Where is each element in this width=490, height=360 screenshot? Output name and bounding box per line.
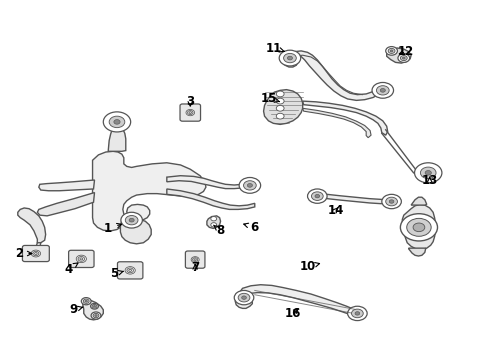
Polygon shape	[303, 108, 371, 138]
Circle shape	[288, 56, 293, 60]
Text: 3: 3	[186, 95, 195, 108]
Circle shape	[413, 223, 425, 231]
Polygon shape	[83, 298, 103, 320]
Circle shape	[92, 305, 97, 308]
Polygon shape	[93, 151, 206, 231]
Circle shape	[308, 189, 327, 203]
Text: 1: 1	[104, 222, 122, 235]
Circle shape	[400, 214, 438, 241]
Circle shape	[247, 184, 252, 187]
Polygon shape	[316, 194, 391, 204]
Polygon shape	[167, 176, 250, 189]
FancyBboxPatch shape	[69, 250, 94, 267]
Polygon shape	[387, 48, 411, 63]
Polygon shape	[39, 180, 95, 191]
Circle shape	[372, 82, 393, 98]
Polygon shape	[207, 216, 220, 228]
Circle shape	[238, 293, 250, 302]
Text: 10: 10	[299, 260, 319, 273]
Text: 13: 13	[421, 174, 438, 187]
Circle shape	[129, 218, 134, 222]
Circle shape	[276, 98, 284, 104]
Polygon shape	[235, 285, 361, 316]
Circle shape	[211, 217, 217, 221]
Circle shape	[83, 299, 89, 303]
Polygon shape	[283, 51, 386, 100]
Polygon shape	[37, 193, 95, 216]
Circle shape	[95, 315, 97, 316]
Circle shape	[390, 50, 393, 52]
Circle shape	[407, 219, 431, 236]
Circle shape	[103, 112, 131, 132]
Text: 6: 6	[244, 221, 259, 234]
Circle shape	[386, 197, 397, 206]
Text: 12: 12	[398, 45, 415, 58]
Text: 8: 8	[214, 224, 225, 238]
Text: 16: 16	[285, 307, 301, 320]
Circle shape	[400, 55, 407, 60]
Circle shape	[398, 54, 410, 62]
Circle shape	[376, 86, 389, 95]
Circle shape	[244, 181, 256, 190]
Polygon shape	[409, 248, 426, 256]
Circle shape	[121, 212, 143, 228]
Circle shape	[284, 53, 296, 63]
Circle shape	[109, 116, 125, 128]
Circle shape	[114, 120, 120, 124]
Polygon shape	[18, 208, 46, 243]
Circle shape	[242, 296, 246, 300]
Circle shape	[355, 312, 360, 315]
Circle shape	[276, 105, 284, 111]
Text: 4: 4	[64, 263, 78, 276]
Circle shape	[415, 163, 442, 183]
FancyBboxPatch shape	[180, 104, 200, 121]
Polygon shape	[167, 189, 255, 210]
Circle shape	[382, 194, 401, 209]
FancyBboxPatch shape	[23, 246, 49, 262]
Text: 5: 5	[110, 267, 123, 280]
Circle shape	[347, 306, 367, 320]
Text: 14: 14	[327, 204, 343, 217]
Circle shape	[276, 113, 284, 119]
Circle shape	[234, 291, 254, 305]
Circle shape	[315, 194, 319, 198]
Polygon shape	[402, 204, 436, 249]
Circle shape	[125, 216, 138, 225]
FancyBboxPatch shape	[118, 262, 143, 279]
Circle shape	[402, 57, 405, 59]
Polygon shape	[411, 197, 427, 205]
Circle shape	[91, 303, 98, 309]
Polygon shape	[264, 90, 303, 125]
Text: 11: 11	[265, 41, 284, 54]
Circle shape	[425, 171, 431, 175]
Circle shape	[239, 177, 261, 193]
Polygon shape	[303, 101, 388, 135]
Circle shape	[386, 46, 397, 55]
Circle shape	[93, 314, 99, 318]
Polygon shape	[108, 126, 126, 151]
Circle shape	[388, 48, 395, 53]
FancyBboxPatch shape	[185, 251, 205, 268]
Text: 2: 2	[15, 247, 32, 260]
Text: 9: 9	[69, 303, 83, 316]
Circle shape	[211, 223, 217, 227]
Circle shape	[380, 89, 385, 92]
Circle shape	[276, 91, 284, 97]
Circle shape	[94, 306, 96, 307]
Circle shape	[279, 50, 301, 66]
Polygon shape	[121, 216, 151, 244]
Circle shape	[351, 309, 363, 318]
Circle shape	[312, 192, 323, 201]
Text: 15: 15	[260, 92, 279, 105]
Circle shape	[389, 200, 394, 203]
Circle shape	[81, 298, 91, 305]
Circle shape	[420, 167, 436, 179]
Text: 7: 7	[191, 261, 199, 274]
Circle shape	[91, 312, 101, 319]
Circle shape	[85, 300, 87, 302]
